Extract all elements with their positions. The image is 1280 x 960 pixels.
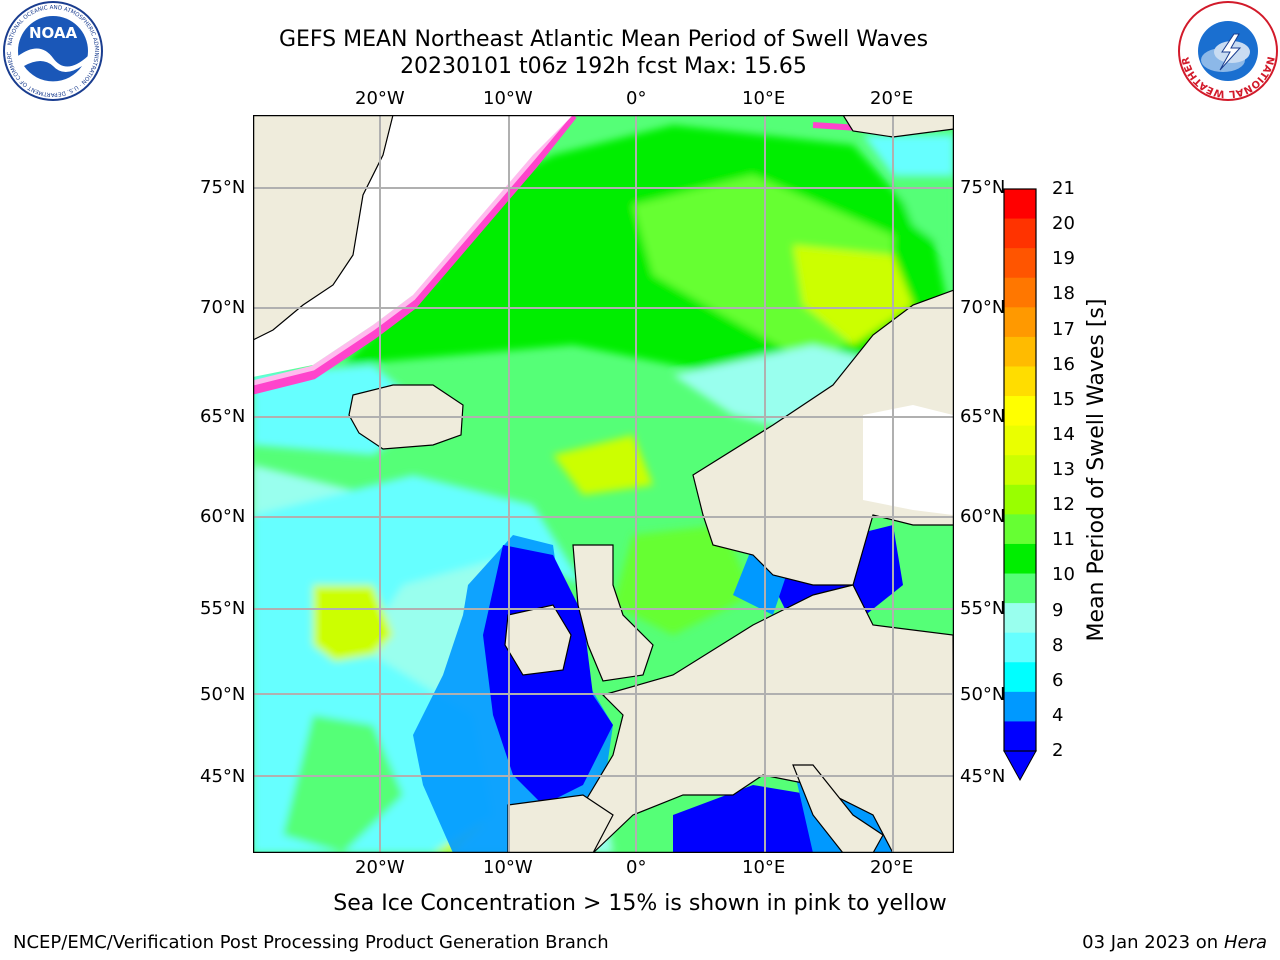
map-frame xyxy=(253,115,954,853)
lon-label-top: 0° xyxy=(626,88,647,109)
lat-label-right: 50°N xyxy=(960,684,1006,705)
colorbar-cell xyxy=(1004,336,1036,367)
colorbar-cell xyxy=(1004,248,1036,279)
colorbar-tick-label: 15 xyxy=(1052,388,1075,410)
lon-label-bottom: 10°E xyxy=(742,857,786,878)
graticule xyxy=(253,115,954,853)
colorbar-tick-label: 12 xyxy=(1052,494,1075,516)
map-subtitle: 20230101 t06z 192h fcst Max: 15.65 xyxy=(400,54,807,79)
colorbar-cell xyxy=(1004,662,1036,693)
colorbar-tick-label: 9 xyxy=(1052,599,1064,621)
swell-period-map xyxy=(253,115,954,853)
colorbar-label: Mean Period of Swell Waves [s] xyxy=(1084,298,1109,642)
colorbar-cell xyxy=(1004,573,1036,604)
lon-label-bottom: 0° xyxy=(626,857,647,878)
colorbar-tick-label: 6 xyxy=(1052,669,1064,691)
colorbar-tick-label: 16 xyxy=(1052,353,1075,375)
nws-logo: NATIONAL WEATHER SERVICE xyxy=(1176,0,1278,101)
lon-label-top: 20°E xyxy=(870,88,914,109)
colorbar-tick-label: 8 xyxy=(1052,634,1064,656)
sea-ice-edge xyxy=(253,115,577,395)
colorbar-cell xyxy=(1004,366,1036,397)
colorbar-frame xyxy=(1003,188,1037,752)
lat-label-left: 60°N xyxy=(200,506,246,527)
noaa-logo: NATIONAL OCEANIC AND ATMOSPHERIC ADMINIS… xyxy=(2,0,103,101)
footer-credit: NCEP/EMC/Verification Post Processing Pr… xyxy=(13,932,609,953)
lon-label-bottom: 20°W xyxy=(355,857,405,878)
colorbar-cell xyxy=(1004,721,1036,752)
colorbar-tick-label: 17 xyxy=(1052,318,1075,340)
colorbar-tick-label: 4 xyxy=(1052,704,1064,726)
ireland xyxy=(504,604,572,676)
map-title: GEFS MEAN Northeast Atlantic Mean Period… xyxy=(278,27,929,52)
colorbar-tick-label: 18 xyxy=(1052,283,1075,305)
lon-label-top: 20°W xyxy=(355,88,405,109)
colorbar-cell xyxy=(1004,218,1036,249)
greenland-land xyxy=(253,115,394,341)
colorbar-cell xyxy=(1004,484,1036,515)
colorbar-tick-label: 19 xyxy=(1052,248,1075,270)
footer-date-text: 03 Jan 2023 on xyxy=(1082,932,1224,953)
great-britain xyxy=(572,544,654,682)
colorbar xyxy=(1003,188,1037,782)
lat-label-left: 75°N xyxy=(200,177,246,198)
italy xyxy=(792,764,884,853)
footer-date: 03 Jan 2023 on Hera xyxy=(1082,932,1267,954)
colorbar-cell xyxy=(1004,425,1036,456)
colorbar-tick-label: 2 xyxy=(1052,740,1064,761)
lat-label-left: 55°N xyxy=(200,598,246,619)
colorbar-cell xyxy=(1004,603,1036,634)
lon-label-top: 10°W xyxy=(483,88,533,109)
sea-ice-note: Sea Ice Concentration > 15% is shown in … xyxy=(333,891,947,916)
colorbar-tick-label: 13 xyxy=(1052,459,1075,480)
bothnia-ice xyxy=(863,405,953,515)
footer-host: Hera xyxy=(1223,932,1267,953)
colorbar-tick-label: 10 xyxy=(1052,564,1075,586)
lat-label-left: 70°N xyxy=(200,297,246,318)
lat-label-right: 55°N xyxy=(960,598,1006,619)
colorbar-extend-arrow xyxy=(1003,750,1037,782)
lat-label-right: 75°N xyxy=(960,177,1006,198)
colorbar-cell xyxy=(1004,691,1036,722)
colorbar-cell xyxy=(1004,514,1036,545)
lat-label-right: 65°N xyxy=(960,406,1006,427)
colorbar-cell xyxy=(1004,543,1036,575)
lon-label-bottom: 20°E xyxy=(870,857,914,878)
lat-label-right: 45°N xyxy=(960,766,1006,787)
lat-label-right: 60°N xyxy=(960,506,1006,527)
colorbar-tick-label: 20 xyxy=(1052,213,1075,235)
colorbar-tick-label: 14 xyxy=(1052,423,1075,445)
colorbar-cell xyxy=(1004,189,1036,220)
svalbard xyxy=(842,115,954,138)
lat-label-left: 65°N xyxy=(200,406,246,427)
colorbar-cell xyxy=(1004,277,1036,308)
lon-label-top: 10°E xyxy=(742,88,786,109)
lat-label-left: 45°N xyxy=(200,766,246,787)
colorbar-cell xyxy=(1004,455,1036,486)
colorbar-cell xyxy=(1004,307,1036,338)
lon-label-bottom: 10°W xyxy=(483,857,533,878)
colorbar-tick-label: 21 xyxy=(1052,178,1075,199)
colorbar-tick-label: 11 xyxy=(1052,529,1075,551)
colorbar-cell xyxy=(1004,632,1036,663)
lat-label-right: 70°N xyxy=(960,297,1006,318)
colorbar-cells xyxy=(1004,189,1036,752)
lat-label-left: 50°N xyxy=(200,684,246,705)
colorbar-cell xyxy=(1004,396,1036,427)
svg-text:NOAA: NOAA xyxy=(29,24,78,42)
